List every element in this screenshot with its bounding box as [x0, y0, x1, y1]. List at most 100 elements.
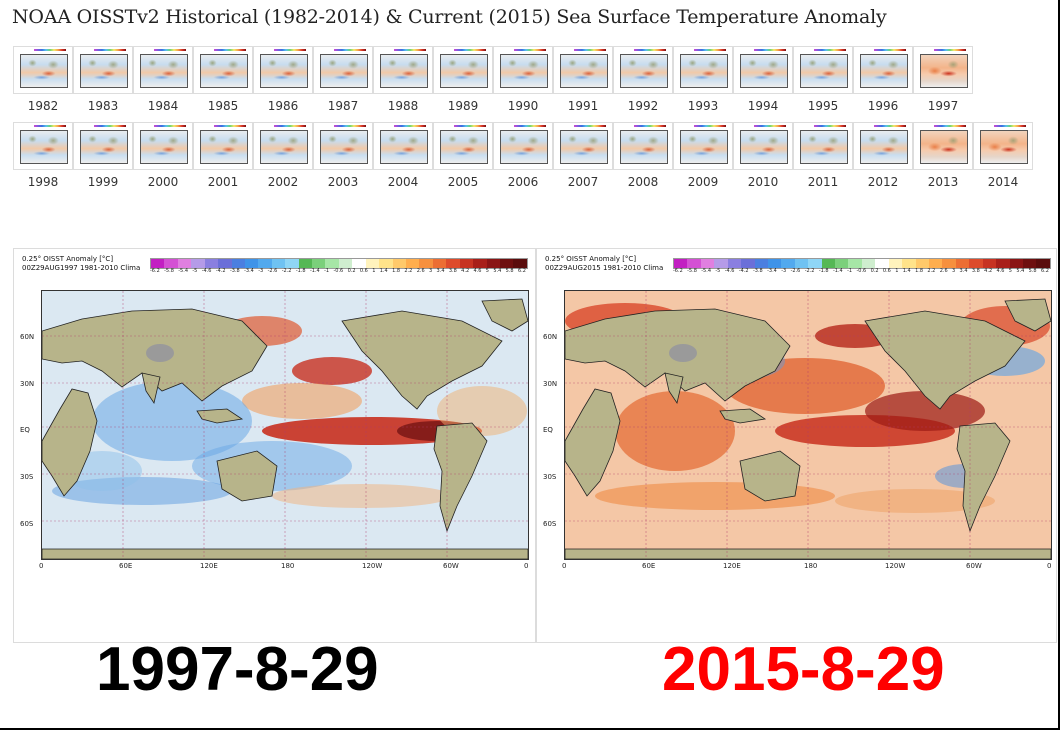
thumbnail-image[interactable]: [793, 46, 853, 94]
thumbnail-image[interactable]: [553, 46, 613, 94]
thumbnail-image[interactable]: [973, 122, 1033, 170]
thumbnail-image[interactable]: [553, 122, 613, 170]
colorbar-swatch: [258, 259, 272, 268]
thumbnail-image[interactable]: [253, 46, 313, 94]
thumbnail-year-label: 1992: [627, 99, 659, 113]
world-map-2015: [564, 290, 1052, 560]
thumbnail-image[interactable]: [913, 122, 973, 170]
thumbnail-image[interactable]: [73, 122, 133, 170]
thumbnail-2013[interactable]: 2013: [913, 122, 973, 190]
thumbnail-image[interactable]: [493, 46, 553, 94]
thumbnail-1992[interactable]: 1992: [613, 46, 673, 114]
colorbar-swatch: [446, 259, 460, 268]
thumbnail-image[interactable]: [733, 122, 793, 170]
thumbnail-image[interactable]: [73, 46, 133, 94]
thumbnail-1983[interactable]: 1983: [73, 46, 133, 114]
colorbar-swatch: [821, 259, 836, 268]
colorbar-swatch: [727, 259, 742, 268]
thumbnail-image[interactable]: [433, 122, 493, 170]
colorbar-tick: 4.2: [984, 268, 993, 274]
thumbnail-colorbar: [754, 49, 786, 51]
thumbnail-1989[interactable]: 1989: [433, 46, 493, 114]
thumbnail-image[interactable]: [253, 122, 313, 170]
longitude-label: 120E: [200, 562, 218, 570]
page-title: NOAA OISSTv2 Historical (1982-2014) & Cu…: [12, 6, 887, 28]
thumbnail-map: [80, 130, 128, 164]
thumbnail-2005[interactable]: 2005: [433, 122, 493, 190]
thumbnail-image[interactable]: [13, 122, 73, 170]
thumbnail-1997[interactable]: 1997: [913, 46, 973, 114]
thumbnail-colorbar: [934, 125, 966, 127]
thumbnail-1995[interactable]: 1995: [793, 46, 853, 114]
thumbnail-image[interactable]: [673, 122, 733, 170]
thumbnail-1982[interactable]: 1982: [13, 46, 73, 114]
thumbnail-image[interactable]: [613, 46, 673, 94]
longitude-label: 120E: [723, 562, 741, 570]
thumbnail-1991[interactable]: 1991: [553, 46, 613, 114]
thumbnail-2011[interactable]: 2011: [793, 122, 853, 190]
colorbar-tick: -1: [324, 268, 330, 274]
colorbar-swatch: [767, 259, 782, 268]
colorbar-swatch: [392, 259, 407, 268]
thumbnail-image[interactable]: [433, 46, 493, 94]
thumbnail-2004[interactable]: 2004: [373, 122, 433, 190]
thumbnail-image[interactable]: [733, 46, 793, 94]
thumbnail-map: [800, 130, 848, 164]
thumbnail-image[interactable]: [493, 122, 553, 170]
thumbnail-colorbar: [754, 125, 786, 127]
thumbnail-image[interactable]: [193, 122, 253, 170]
thumbnail-1990[interactable]: 1990: [493, 46, 553, 114]
thumbnail-image[interactable]: [133, 122, 193, 170]
thumbnail-1987[interactable]: 1987: [313, 46, 373, 114]
longitude-label: 0: [524, 562, 529, 570]
colorbar-swatch: [1036, 259, 1050, 268]
thumbnail-2000[interactable]: 2000: [133, 122, 193, 190]
colorbar-tick: 3: [429, 268, 433, 274]
thumbnail-image[interactable]: [673, 46, 733, 94]
thumbnail-image[interactable]: [613, 122, 673, 170]
thumbnail-1985[interactable]: 1985: [193, 46, 253, 114]
thumbnail-1996[interactable]: 1996: [853, 46, 913, 114]
thumbnail-2002[interactable]: 2002: [253, 122, 313, 190]
thumbnail-image[interactable]: [373, 122, 433, 170]
thumbnail-1988[interactable]: 1988: [373, 46, 433, 114]
thumbnail-2001[interactable]: 2001: [193, 122, 253, 190]
thumbnail-image[interactable]: [913, 46, 973, 94]
thumbnail-2014[interactable]: 2014: [973, 122, 1033, 190]
thumbnail-map: [200, 54, 248, 88]
thumbnail-image[interactable]: [313, 46, 373, 94]
thumbnail-image[interactable]: [853, 122, 913, 170]
thumbnail-colorbar: [394, 49, 426, 51]
thumbnail-image[interactable]: [313, 122, 373, 170]
latitude-label: 60N: [543, 333, 558, 341]
thumbnail-1993[interactable]: 1993: [673, 46, 733, 114]
colorbar-tick: -2.2: [804, 268, 815, 274]
thumbnail-image[interactable]: [193, 46, 253, 94]
colorbar-swatch: [674, 259, 688, 268]
thumbnail-image[interactable]: [373, 46, 433, 94]
colorbar-tick: -2.6: [267, 268, 278, 274]
thumbnail-map: [320, 130, 368, 164]
thumbnail-1999[interactable]: 1999: [73, 122, 133, 190]
thumbnail-image[interactable]: [133, 46, 193, 94]
thumbnail-image[interactable]: [853, 46, 913, 94]
thumbnail-2006[interactable]: 2006: [493, 122, 553, 190]
thumbnail-year-label: 1982: [27, 99, 59, 113]
thumbnail-2010[interactable]: 2010: [733, 122, 793, 190]
thumbnail-2012[interactable]: 2012: [853, 122, 913, 190]
thumbnail-2009[interactable]: 2009: [673, 122, 733, 190]
thumbnail-2003[interactable]: 2003: [313, 122, 373, 190]
thumbnail-2008[interactable]: 2008: [613, 122, 673, 190]
thumbnail-1986[interactable]: 1986: [253, 46, 313, 114]
thumbnail-map: [440, 54, 488, 88]
thumbnail-image[interactable]: [793, 122, 853, 170]
thumbnail-1994[interactable]: 1994: [733, 46, 793, 114]
colorbar-swatch: [942, 259, 956, 268]
thumbnail-1998[interactable]: 1998: [13, 122, 73, 190]
thumbnail-2007[interactable]: 2007: [553, 122, 613, 190]
thumbnail-image[interactable]: [13, 46, 73, 94]
colorbar-tick: -5.4: [701, 268, 712, 274]
thumbnail-1984[interactable]: 1984: [133, 46, 193, 114]
thumbnail-year-label: 2013: [927, 175, 959, 189]
latitude-label: 60N: [20, 333, 35, 341]
